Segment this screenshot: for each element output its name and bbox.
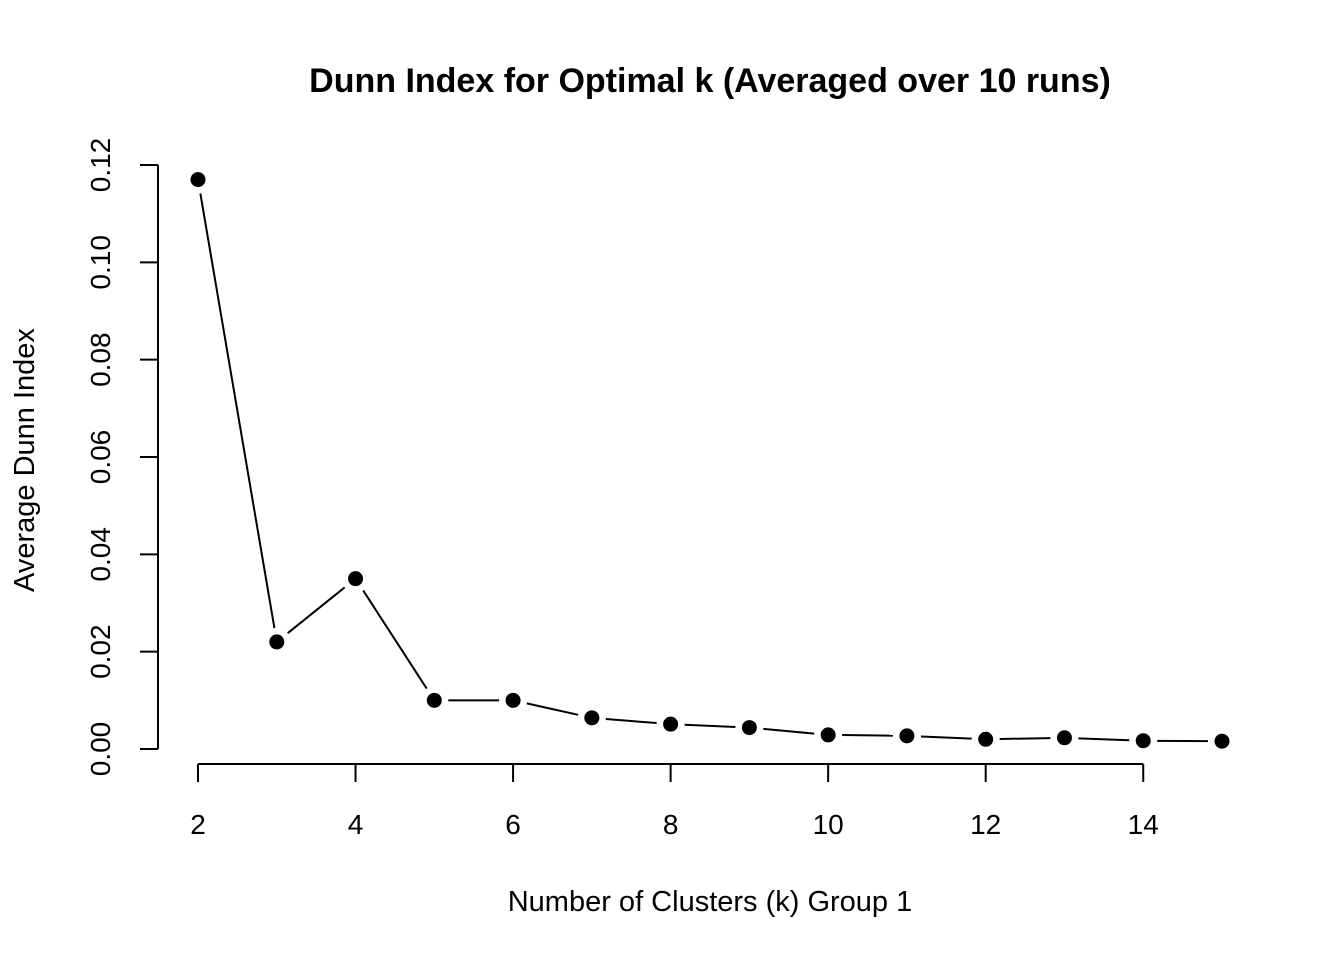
y-tick-label: 0.10: [85, 235, 116, 290]
series-line-segment: [1078, 737, 1130, 742]
y-tick-label: 0.02: [85, 624, 116, 679]
data-point: [269, 634, 285, 650]
data-point: [505, 692, 521, 708]
data-point: [1056, 730, 1072, 746]
y-axis-label: Average Dunn Index: [9, 328, 41, 592]
y-tick-label: 0.12: [85, 138, 116, 193]
series-line-segment: [287, 586, 346, 634]
data-point: [190, 172, 206, 188]
series-line-segment: [920, 735, 972, 740]
data-point: [348, 571, 364, 587]
data-point: [899, 728, 915, 744]
y-tick-label: 0.04: [85, 527, 116, 582]
data-point: [426, 692, 442, 708]
series-line-segment: [605, 717, 657, 725]
data-point: [741, 720, 757, 736]
data-point: [663, 716, 679, 732]
data-point: [1214, 733, 1230, 749]
series-line-segment: [362, 589, 428, 690]
x-tick-label: 6: [505, 809, 521, 840]
x-axis: 2 4 6 8 10 12 14: [190, 763, 1159, 840]
series-line-segment: [842, 734, 893, 737]
series-line-segment: [199, 193, 276, 629]
y-axis: 0.00 0.02 0.04 0.06 0.08 0.10 0.12: [85, 138, 159, 777]
series-line-segment: [684, 723, 736, 728]
series-line-segment: [526, 702, 579, 716]
x-tick-label: 14: [1128, 809, 1159, 840]
series-line-segment: [999, 737, 1051, 741]
y-tick-label: 0.08: [85, 332, 116, 387]
x-tick-label: 12: [970, 809, 1001, 840]
x-tick-label: 2: [190, 809, 206, 840]
data-point: [978, 731, 994, 747]
x-tick-label: 4: [348, 809, 364, 840]
plot-area: [190, 172, 1230, 749]
data-point: [820, 727, 836, 743]
y-tick-label: 0.06: [85, 430, 116, 485]
y-tick-label: 0.00: [85, 722, 116, 777]
x-tick-label: 8: [663, 809, 679, 840]
chart-title: Dunn Index for Optimal k (Averaged over …: [309, 62, 1111, 100]
data-point: [1135, 733, 1151, 749]
data-point: [584, 710, 600, 726]
x-tick-label: 10: [813, 809, 844, 840]
x-axis-label: Number of Clusters (k) Group 1: [508, 886, 913, 918]
series-line-segment: [763, 727, 815, 735]
